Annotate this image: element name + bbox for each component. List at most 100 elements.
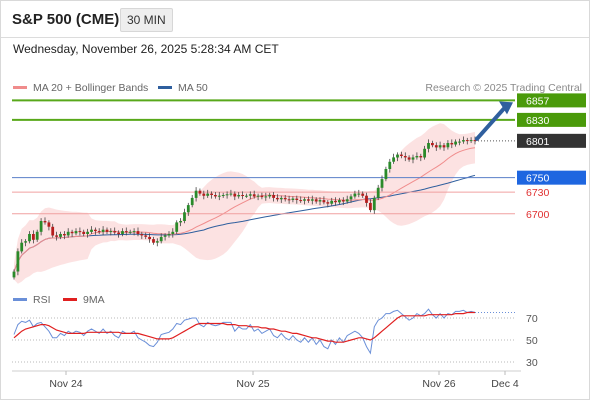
candle-body	[183, 212, 186, 221]
candle-body	[442, 145, 446, 148]
candle-body	[276, 197, 279, 200]
rsi-line	[13, 308, 476, 355]
candle-body	[70, 231, 74, 234]
legend-label-ma20: MA 20 + Bollinger Bands	[33, 82, 149, 94]
candle-body	[431, 143, 434, 146]
candle-body	[140, 234, 144, 236]
credit-text: Research © 2025 Trading Central	[425, 82, 582, 94]
candle-body	[113, 231, 117, 233]
candle-body	[415, 156, 419, 158]
candle-body	[345, 199, 349, 202]
candle-body	[214, 195, 217, 197]
candle-body	[260, 195, 264, 198]
legend-9ma: 9MA	[63, 294, 105, 306]
candle-body	[245, 195, 248, 197]
candle-body	[78, 231, 82, 233]
candle-body	[318, 200, 322, 202]
candle-body	[136, 231, 140, 234]
forecast-arrow-shaft	[475, 105, 507, 141]
candle-body	[20, 242, 24, 252]
x-tick-label: Dec 4	[491, 378, 519, 390]
candle-body	[109, 231, 113, 233]
candle-body	[63, 234, 66, 236]
candle-body	[148, 236, 151, 240]
candle-body	[59, 234, 62, 237]
candle-body	[446, 143, 450, 148]
candle-body	[357, 193, 361, 195]
candle-body	[163, 235, 167, 237]
candle-body	[268, 195, 272, 197]
candles-group	[12, 136, 477, 280]
candle-body	[338, 200, 341, 203]
candle-body	[388, 161, 392, 169]
candle-body	[341, 200, 345, 202]
candle-body	[175, 222, 179, 232]
candle-body	[465, 140, 469, 142]
candle-body	[186, 205, 190, 213]
candle-body	[144, 235, 148, 237]
legend-label-9ma: 9MA	[83, 294, 105, 306]
candle-body	[225, 194, 229, 196]
candle-body	[229, 193, 233, 195]
candle-body	[473, 140, 477, 142]
candle-body	[411, 157, 415, 160]
candle-body	[334, 200, 337, 203]
candle-body	[427, 143, 430, 149]
candle-body	[16, 251, 20, 272]
x-tick-label: Nov 25	[236, 378, 269, 390]
candle-body	[124, 231, 128, 233]
candle-body	[82, 231, 86, 234]
candle-body	[24, 241, 27, 243]
forecast-arrow-head	[499, 101, 513, 115]
candle-body	[171, 231, 175, 234]
candle-body	[198, 190, 202, 194]
candle-body	[365, 195, 368, 203]
rsi-level-label-50: 50	[526, 335, 538, 347]
candle-body	[167, 234, 171, 236]
candle-body	[39, 221, 43, 232]
candle-body	[392, 157, 395, 162]
candle-body	[152, 239, 155, 243]
level-label-6700: 6700	[526, 209, 550, 221]
candle-body	[28, 234, 31, 242]
legend-label-ma50: MA 50	[178, 82, 208, 94]
candle-body	[299, 200, 303, 202]
candle-body	[322, 200, 326, 203]
candle-body	[272, 195, 275, 198]
candle-body	[206, 193, 210, 196]
candle-body	[74, 231, 78, 234]
candle-body	[241, 195, 244, 196]
candle-body	[55, 235, 58, 237]
candle-body	[384, 169, 388, 180]
candle-body	[353, 193, 357, 197]
candle-body	[279, 197, 283, 200]
candle-body	[117, 232, 120, 234]
instrument-title: S&P 500 (CME)	[12, 11, 120, 28]
level-label-6857: 6857	[526, 95, 550, 107]
candle-body	[450, 143, 454, 145]
chart-datetime: Wednesday, November 26, 2025 5:28:34 AM …	[13, 42, 279, 56]
legend-swatch-ma50	[158, 85, 172, 89]
ma20-line	[13, 147, 476, 272]
candle-body	[190, 197, 194, 206]
x-tick-label: Nov 24	[49, 378, 82, 390]
candle-body	[434, 145, 438, 148]
candle-body	[403, 156, 407, 158]
candle-body	[458, 141, 461, 143]
candle-body	[396, 154, 399, 158]
candle-body	[132, 231, 136, 233]
candle-body	[310, 199, 314, 201]
candle-body	[66, 231, 70, 236]
candle-body	[407, 157, 411, 160]
interval-button[interactable]: 30 MIN	[120, 8, 173, 32]
legend-ma50: MA 50	[158, 82, 208, 94]
candle-body	[380, 179, 384, 188]
candle-body	[47, 222, 51, 227]
candle-body	[128, 231, 132, 233]
legend-label-rsi: RSI	[33, 294, 51, 306]
candle-body	[194, 190, 198, 198]
candle-body	[248, 194, 252, 196]
candle-body	[438, 145, 442, 148]
legend-swatch-ma20	[13, 85, 27, 89]
candle-body	[291, 198, 295, 200]
